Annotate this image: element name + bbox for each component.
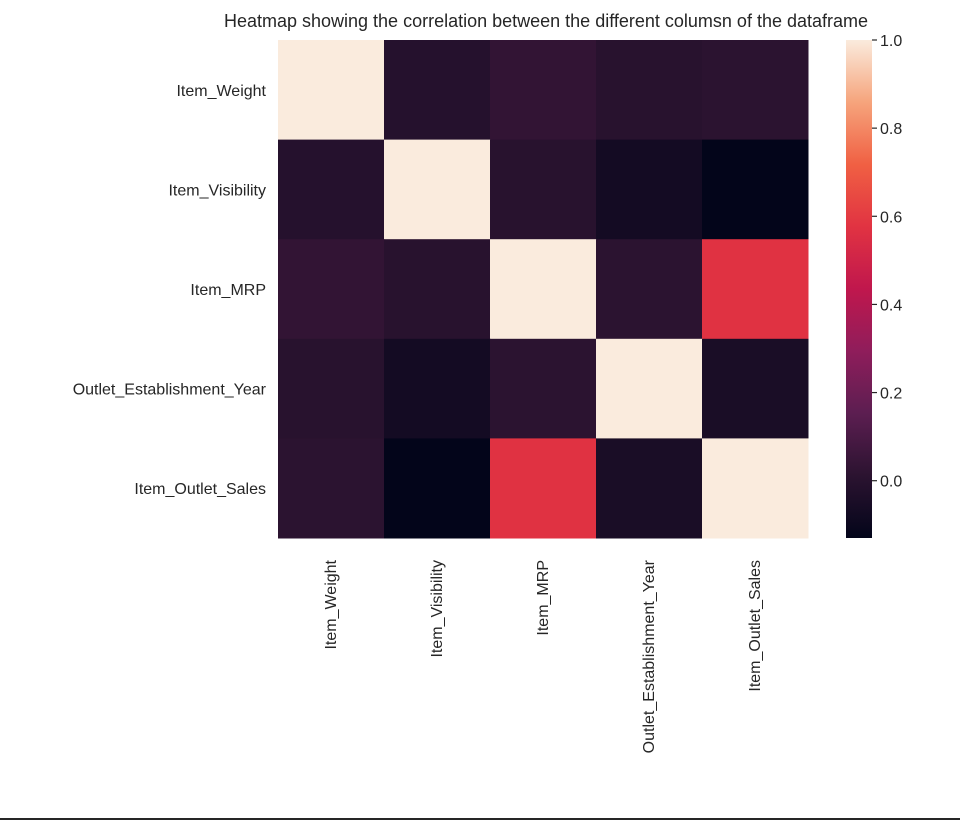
colorbar-tick-label: 0.8 bbox=[880, 121, 902, 138]
heatmap-cell bbox=[278, 438, 385, 539]
frame-bottom-border bbox=[0, 818, 960, 820]
heatmap-cell bbox=[384, 139, 491, 240]
heatmap-cell bbox=[384, 438, 491, 539]
heatmap-cell bbox=[596, 239, 703, 340]
column-tick-label: Outlet_Establishment_Year bbox=[641, 559, 658, 753]
heatmap-cell bbox=[490, 239, 597, 340]
heatmap-cell bbox=[596, 40, 703, 141]
heatmap-cell bbox=[278, 40, 385, 141]
colorbar-tick-label: 0.0 bbox=[880, 474, 902, 491]
row-tick-label: Item_Weight bbox=[176, 83, 266, 100]
column-tick-label: Item_MRP bbox=[535, 560, 552, 636]
row-tick-label: Item_Outlet_Sales bbox=[134, 481, 266, 498]
heatmap-cell bbox=[702, 139, 809, 240]
row-labels: Item_Weight Item_Visibility Item_MRP Outlet… bbox=[73, 83, 267, 498]
heatmap-cell bbox=[702, 40, 809, 141]
row-tick-label: Item_Visibility bbox=[168, 182, 266, 199]
heatmap-cell bbox=[596, 338, 703, 439]
colorbar-ticks: 0.0 0.2 0.4 0.6 0.8 1.0 bbox=[872, 33, 902, 491]
column-labels: Item_Weight Item_Visibility Item_MRP Outlet… bbox=[323, 559, 764, 753]
heatmap-cells bbox=[278, 40, 809, 539]
row-tick-label: Outlet_Establishment_Year bbox=[73, 382, 267, 399]
heatmap-cell bbox=[702, 338, 809, 439]
heatmap-cell bbox=[384, 338, 491, 439]
column-tick-label: Item_Weight bbox=[323, 559, 340, 649]
heatmap-cell bbox=[490, 338, 597, 439]
column-tick-label: Item_Outlet_Sales bbox=[747, 560, 764, 692]
colorbar bbox=[846, 40, 872, 538]
heatmap-cell bbox=[702, 239, 809, 340]
heatmap-cell bbox=[596, 438, 703, 539]
heatmap-cell bbox=[384, 239, 491, 340]
heatmap-cell bbox=[278, 338, 385, 439]
heatmap-cell bbox=[490, 438, 597, 539]
heatmap-cell bbox=[384, 40, 491, 141]
heatmap-cell bbox=[490, 40, 597, 141]
colorbar-tick-label: 1.0 bbox=[880, 33, 902, 50]
row-tick-label: Item_MRP bbox=[190, 282, 266, 299]
column-tick-label: Item_Visibility bbox=[429, 560, 446, 658]
heatmap-cell bbox=[490, 139, 597, 240]
heatmap-cell bbox=[596, 139, 703, 240]
heatmap-cell bbox=[278, 139, 385, 240]
chart-title: Heatmap showing the correlation between … bbox=[224, 11, 868, 31]
colorbar-tick-label: 0.4 bbox=[880, 297, 902, 314]
colorbar-tick-label: 0.6 bbox=[880, 209, 902, 226]
colorbar-tick-label: 0.2 bbox=[880, 386, 902, 403]
heatmap-cell bbox=[702, 438, 809, 539]
heatmap-cell bbox=[278, 239, 385, 340]
